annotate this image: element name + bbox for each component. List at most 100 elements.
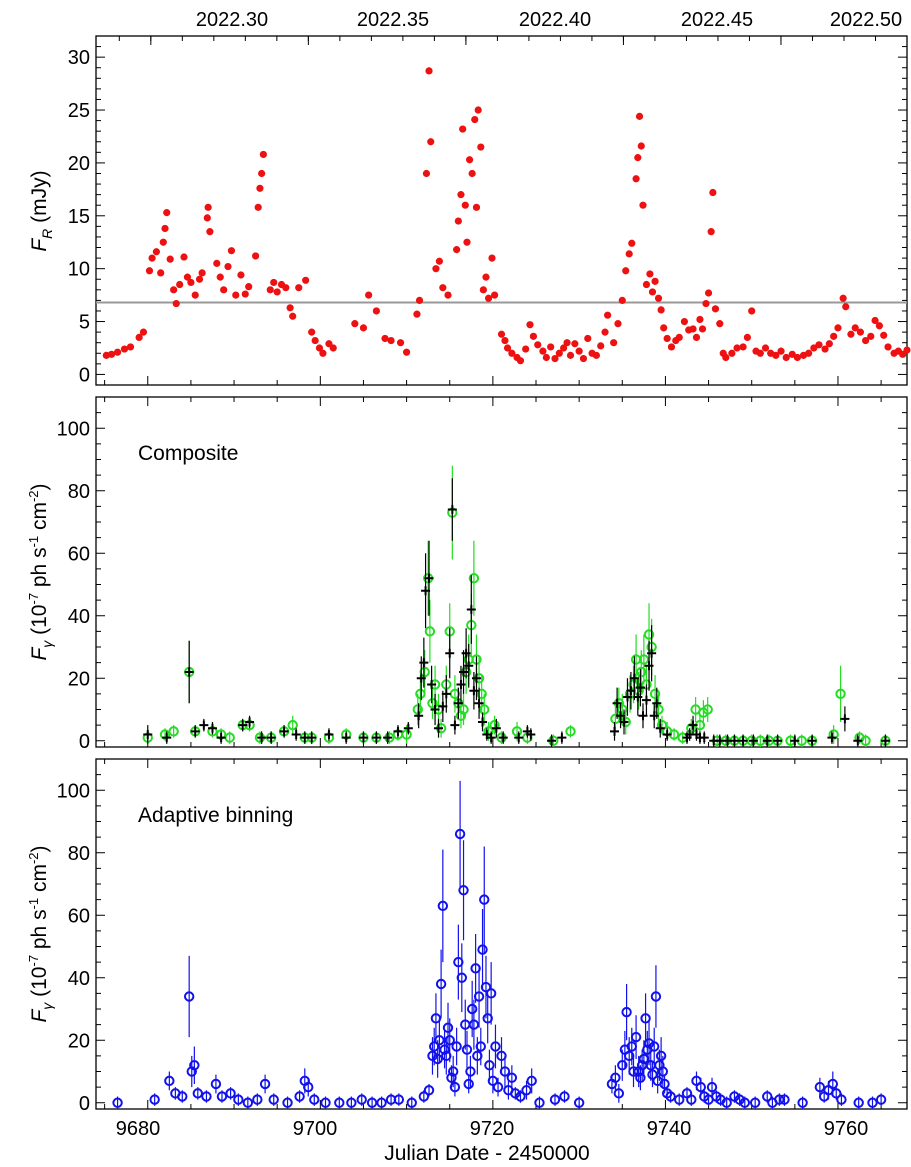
data-point [427,138,435,146]
data-point [899,350,907,358]
circle-marker [468,573,480,584]
data-point [166,255,174,263]
y-tick-label: 0 [79,1093,90,1115]
data-point [654,294,663,302]
data-point [704,289,713,297]
cross-marker [699,733,709,743]
data-point [372,307,380,315]
data-point [761,344,770,352]
circle-marker [749,1097,761,1108]
y-tick-label: 5 [79,312,90,334]
data-point [702,299,710,308]
data-point [880,331,888,339]
data-point [468,169,476,178]
data-point [474,106,482,114]
circle-marker [454,828,466,840]
data-point [711,305,720,313]
cross-marker [715,736,725,746]
circle-marker [655,1050,667,1062]
data-point [651,277,659,285]
x-tick-label: 9740 [647,1118,692,1140]
data-point [113,348,122,356]
circle-marker [456,972,468,983]
circle-marker [376,1097,387,1108]
data-point [689,325,697,333]
bottom-x-tick-labels: 9680 9700 9720 9740 9760 [116,1118,869,1140]
circle-marker [613,1088,625,1099]
circle-marker [442,1022,454,1033]
circle-marker [480,981,492,993]
data-point [465,156,474,164]
data-point [422,169,431,178]
data-point [237,271,245,279]
data-point [325,340,333,348]
circle-marker [112,1097,123,1108]
data-point [241,290,249,298]
circle-marker [638,654,650,665]
composite-points [142,465,891,747]
circle-marker [477,944,488,955]
circle-marker [659,1078,670,1090]
data-point [503,344,512,352]
data-point [191,291,199,299]
data-point [639,201,647,209]
data-point [135,333,143,342]
y-tick-label: 20 [68,153,90,175]
cross-marker [641,695,651,705]
cross-marker [190,726,200,736]
data-point [289,312,297,320]
data-point [204,203,212,211]
circle-marker [628,1066,639,1077]
cross-marker [447,505,457,514]
circle-marker [444,1035,455,1046]
circle-marker [309,1094,320,1105]
data-point [319,349,327,357]
data-point [622,267,630,275]
data-point [176,280,184,289]
circle-marker [334,1097,345,1108]
circle-marker [617,1060,628,1071]
cross-marker [491,723,501,733]
circle-marker [649,688,661,700]
circle-marker [189,1060,200,1071]
cross-marker [414,711,424,721]
circle-marker [406,1097,417,1108]
data-point [454,217,462,225]
circle-marker [432,1053,443,1065]
circle-marker [479,894,490,905]
cross-marker [880,736,890,746]
data-point [216,273,224,281]
circle-marker [695,1081,706,1093]
data-point [743,333,751,342]
circle-marker [479,704,490,715]
circle-marker [499,1066,511,1077]
cross-marker [216,733,226,743]
data-point [516,357,525,365]
data-point [733,344,741,352]
data-point [571,340,579,348]
circle-marker [657,1066,669,1077]
circle-marker [434,1035,445,1046]
top-axis-tick-label: 2022.40 [519,9,591,31]
circle-marker [638,1053,650,1065]
data-point [213,259,221,267]
data-point [522,345,530,353]
cross-marker [478,717,488,727]
circle-marker [453,956,464,968]
circle-marker [656,719,668,731]
cross-marker [266,733,276,743]
cross-marker [307,733,317,743]
circle-marker [415,688,426,700]
y-tick-label: 10 [68,259,90,281]
data-point [432,265,440,273]
circle-marker [439,1044,450,1055]
circle-marker [455,710,467,721]
data-point [315,344,324,352]
data-point [508,349,516,357]
data-point [628,239,636,247]
data-point [834,324,842,332]
data-point [821,345,829,353]
circle-marker [484,1060,495,1071]
cross-marker [773,736,783,746]
cross-marker [610,726,620,736]
